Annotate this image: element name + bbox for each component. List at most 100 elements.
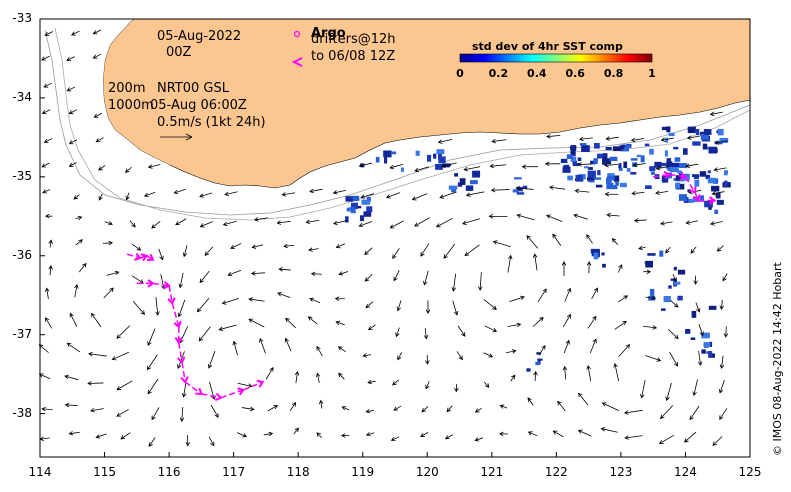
current-arrow [316, 432, 323, 439]
current-arrow [199, 192, 213, 198]
current-arrow [562, 313, 571, 328]
y-tick-label: -38 [12, 405, 32, 420]
current-arrow [499, 404, 508, 409]
sst-pixel [587, 167, 593, 170]
current-arrow [443, 243, 456, 259]
sst-pixel [433, 153, 437, 159]
sst-pixel [587, 170, 596, 178]
current-arrow [308, 247, 319, 252]
current-arrow [75, 239, 83, 246]
sst-pixel [651, 171, 655, 175]
sst-pixel [346, 207, 351, 212]
current-arrow [124, 166, 132, 173]
current-arrow [338, 271, 349, 276]
current-arrow [697, 350, 703, 367]
sst-pixel [522, 185, 528, 189]
drifters-time-label: to 06/08 12Z [311, 49, 396, 64]
sst-pixel [536, 352, 542, 355]
current-arrow [659, 221, 673, 226]
current-arrow [341, 406, 350, 411]
drifter-segment [684, 176, 696, 194]
current-arrow [631, 191, 645, 196]
current-arrow [143, 191, 156, 198]
current-arrow [334, 296, 345, 301]
sst-pixel [707, 170, 711, 174]
drifter-segment [171, 302, 180, 327]
y-tick-label: -33 [12, 11, 32, 25]
current-arrow [253, 217, 269, 222]
current-arrow [151, 407, 160, 421]
current-arrow [668, 329, 679, 340]
y-tick-label: -37 [12, 326, 32, 341]
x-tick-label: 123 [609, 465, 633, 479]
current-arrow [210, 404, 219, 418]
current-arrow [574, 188, 590, 194]
current-arrow [695, 302, 701, 313]
sst-pixel [630, 158, 638, 161]
current-arrow [44, 213, 53, 219]
current-arrow [618, 295, 629, 303]
current-arrow [66, 56, 75, 62]
current-arrow [578, 392, 589, 406]
sst-pixel [691, 174, 700, 178]
current-arrow [362, 353, 372, 358]
sst-pixel [576, 174, 583, 182]
sst-pixel [400, 167, 405, 172]
colorbar-tick-label: 0.4 [527, 67, 547, 80]
current-arrow [263, 431, 274, 437]
current-arrow [88, 351, 107, 357]
current-arrow [423, 270, 429, 286]
credit-label: © IMOS 08-Aug-2022 14:42 Hobart [771, 262, 784, 456]
drifter-arrowhead [708, 196, 717, 205]
sst-pixel [579, 143, 587, 146]
current-arrow [365, 301, 374, 309]
drifter-arrowhead [134, 252, 142, 261]
sst-pixel [683, 148, 688, 155]
sst-pixel [391, 151, 397, 155]
drifter-segment [184, 381, 202, 395]
sst-pixel [660, 162, 667, 167]
current-arrow [397, 352, 402, 361]
current-arrow [463, 166, 481, 172]
current-arrow [182, 245, 188, 258]
x-tick-label: 117 [222, 465, 246, 479]
current-arrow [91, 312, 102, 328]
current-arrow [435, 218, 453, 228]
sst-pixel [660, 308, 666, 311]
current-arrow [439, 191, 457, 199]
current-arrow [367, 324, 376, 331]
sst-pixel [724, 180, 728, 187]
current-arrow [526, 235, 539, 249]
current-arrow [564, 287, 572, 302]
current-arrow [337, 346, 346, 353]
sst-pixel [584, 166, 589, 169]
drifter-arrowhead [663, 170, 672, 180]
sst-pixel [669, 166, 679, 173]
current-arrow [604, 191, 619, 197]
current-arrow [491, 138, 507, 144]
current-arrow [232, 340, 238, 356]
current-arrow [456, 351, 463, 361]
sst-pixel [674, 281, 681, 285]
sst-pixel [350, 206, 356, 214]
current-arrow [420, 432, 429, 438]
sst-pixel [685, 328, 691, 334]
sst-pixel [676, 183, 685, 190]
current-arrow [483, 381, 490, 388]
x-tick-label: 119 [351, 465, 375, 479]
sst-pixel [668, 132, 675, 137]
sst-pixel [623, 161, 628, 169]
current-arrow [289, 401, 297, 411]
current-arrow [43, 138, 53, 143]
drifter-arrowhead [256, 379, 265, 388]
current-arrow [38, 373, 51, 380]
current-arrow [464, 244, 480, 256]
sst-pixel [593, 252, 599, 260]
current-arrow [532, 253, 538, 271]
sst-pixel [649, 288, 655, 296]
sst-pixel [666, 158, 672, 162]
current-arrow [64, 402, 78, 408]
sst-pixel [612, 146, 622, 152]
current-arrow [643, 325, 658, 330]
